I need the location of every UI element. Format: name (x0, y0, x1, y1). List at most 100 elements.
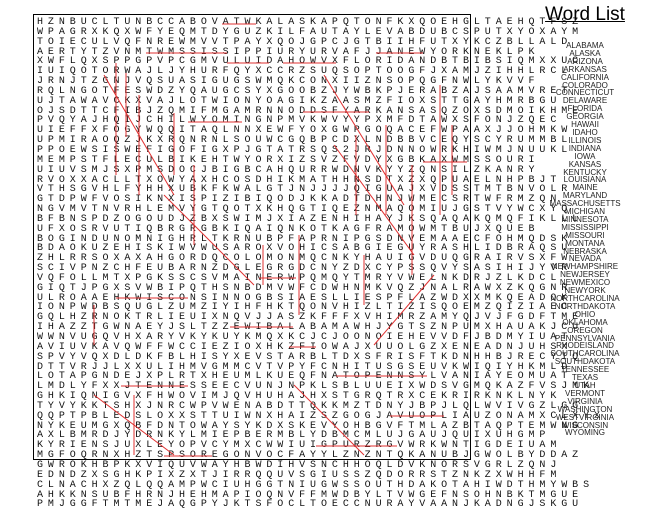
word-list-item: RHODEISLAND (556, 341, 614, 351)
found-word-mark (103, 74, 175, 196)
word-list-item: MONTANA (565, 238, 605, 248)
word-list-item: WASHINGTON (557, 404, 613, 414)
grid-row[interactable]: S P V Y V Q X D L D K F B L H I S Y X E … (37, 351, 578, 363)
word-list-title: Word List (545, 4, 625, 25)
word-list-item: CALIFORNIA (560, 72, 609, 82)
word-list-item: IDAHO (572, 127, 598, 137)
word-list-item: OREGON (567, 325, 603, 335)
grid-row[interactable]: E D N D Z X S G H K P I X Z X T J I R R … (37, 469, 556, 481)
grid-row[interactable]: L O T A P G N D E J X P L R T X H E U M … (37, 371, 567, 383)
found-word-mark (333, 144, 415, 256)
word-list-item: TENNESSEE (560, 365, 610, 375)
word-list-item: NEBRASKA (563, 246, 607, 256)
word-list-item: VERMONT (565, 388, 605, 398)
grid-row[interactable]: G W R O K H B P K X V I Q U V W A Y H B … (37, 459, 556, 471)
word-list-item: MAINE (572, 183, 598, 193)
grid-row[interactable]: U I U V S M J S X P M S D O C J B I G B … (37, 164, 534, 176)
word-list-item: MINNESOTA (561, 214, 609, 224)
word-list-item: OKLAHOMA (562, 317, 608, 327)
word-list-item: MASSACHUSETTS (549, 199, 621, 209)
word-list-item: KANSAS (568, 159, 602, 169)
grid-row[interactable]: O J S D T T C F I B J Z Q M I F M G A M … (37, 105, 578, 117)
word-list-item: SOUTHCAROLINA (550, 349, 620, 359)
word-list-item: GEORGIA (566, 112, 604, 122)
word-list-item: KENTUCKY (563, 167, 607, 177)
word-list-item: INDIANA (568, 143, 602, 153)
word-list-item: LOUISIANA (563, 175, 607, 185)
grid-row[interactable]: I H A Z Z T G W N A E Y J S L T Z Z E W … (37, 322, 578, 334)
grid-row[interactable]: S C I V P N Z C H F E U B A R N Z D G L … (37, 263, 567, 275)
puzzle-grid[interactable]: H Z N B U C L T U N B C C A B O V A T W … (33, 14, 600, 510)
letter-grid[interactable]: H Z N B U C L T U N B C C A B O V A T W … (37, 17, 600, 510)
grid-row[interactable]: H Z N B U C L T U N B C C A B O V A T W … (37, 17, 578, 28)
found-word-marks (93, 23, 467, 457)
word-list-item: TEXAS (571, 373, 599, 383)
word-list-item: WYOMING (565, 428, 605, 438)
grid-row[interactable]: I O N P W D B S Q U G L Z U M Z I Y I H … (37, 302, 567, 314)
found-word-mark (163, 194, 255, 286)
grid-row[interactable]: G Q L H Z R N O K T R L I E U I X N Q V … (37, 312, 578, 324)
grid-row[interactable]: V Q F O L L M T X P G K S S C S V M A I … (37, 272, 556, 284)
grid-row[interactable]: M E M P S T F L E C U L B I K E H T W Y … (37, 154, 534, 166)
grid-row[interactable]: A X L B M R D J Y D R N K Y L M I E P B … (37, 430, 545, 442)
word-list-item: NORTHDAKOTA (554, 301, 616, 311)
word-list-item: SOUTHDAKOTA (554, 357, 616, 367)
word-list-item: MARYLAND (562, 191, 608, 201)
word-list-item: IOWA (574, 151, 596, 161)
word-list-item: NEWJERSEY (560, 270, 610, 280)
word-list-item: OHIO (574, 309, 596, 319)
grid-row[interactable]: P V Q Y A J H Q I J C H I L W Y O M I N … (37, 115, 556, 127)
grid-row[interactable]: G I Q T J P G X S V W B I P Q T H S N B … (37, 282, 567, 294)
grid-row[interactable]: U J T A W A V C K X V A J L O T W I O N … (37, 95, 556, 107)
word-list-item: VIRGINIA (567, 396, 603, 406)
word-list-panel: Word List ALABAMA ALASKA ARIZONA ARKANSAS CA… (510, 4, 660, 437)
found-word-mark (93, 394, 175, 456)
found-word-mark (373, 274, 435, 346)
grid-row[interactable]: T O I E C U L V Q F N R E W M V V T P A … (37, 36, 567, 48)
word-list-item: ALASKA (569, 48, 601, 58)
word-list-item: ARIZONA (567, 56, 603, 66)
grid-row[interactable]: A E R T Y T Z V N M T W M S S I S S I P … (37, 46, 534, 58)
grid-row[interactable]: R V O X X A C L L T X O W Y A X H C O S … (37, 174, 556, 186)
grid-row[interactable]: V T H S G V H L F Y H H X U B K F K W A … (37, 184, 567, 196)
grid-row[interactable]: U P M I R A O Q Z J K X R Q N R N L S O … (37, 135, 567, 147)
grid-row[interactable]: W W N V U G Q V H X A R Y V K Y K U Y K … (37, 332, 567, 343)
word-list-item: DELAWARE (562, 96, 608, 106)
grid-row[interactable]: Z H L R R S O X A X A H G O R D Q C O L … (37, 253, 567, 265)
word-list-item: CONNECTICUT (555, 88, 615, 98)
grid-row[interactable]: W P A G R X K Q X W F Y E Q M T D Y G U … (37, 26, 578, 38)
word-list-item: PENNSYLVANIA (554, 333, 616, 343)
word-list-item: ALABAMA (566, 41, 604, 50)
grid-row[interactable]: P M J G G F T M T M E J A Q G P Y J K T … (37, 499, 578, 510)
word-list: ALABAMA ALASKA ARIZONA ARKANSAS CALIFORNIA CO… (510, 42, 660, 437)
word-list-item: FLORIDA (567, 104, 603, 114)
grid-row[interactable]: G H K I Q N I G V X F H W O V I M J Q V … (37, 391, 556, 403)
found-word-mark (293, 384, 365, 456)
word-list-item: UTAH (574, 380, 596, 390)
word-list-item: NEWHAMPSHIRE (551, 262, 619, 272)
grid-row[interactable]: U F X O S R V U T I Q B R G R G B K I Q … (37, 223, 534, 235)
word-list-item: MISSISSIPPI (561, 222, 609, 232)
found-word-mark (323, 74, 405, 206)
grid-row[interactable]: U I E F F X F O G Y W Q Q I T A Q L N N … (37, 125, 567, 137)
grid-row[interactable]: X W F L Q X S P P G P V P C G M V U L U … (37, 56, 578, 68)
grid-row[interactable]: N Y K E U M G X Q B F D N T O W A Y S Y … (37, 420, 578, 432)
word-list-item: MISSOURI (565, 230, 605, 240)
grid-row[interactable]: B D A O K U Z E H I S K I W V W U S A R … (37, 243, 567, 255)
word-list-item: ARKANSAS (563, 64, 607, 74)
grid-row[interactable]: D T T V R J J L X X U L I H M V G M M C … (37, 361, 567, 373)
grid-row[interactable]: B O G I N D U N O M N I G H R L T K R N … (37, 233, 567, 245)
grid-row[interactable]: G T D P W F V O S I K N X I S P I Z I B … (37, 194, 556, 206)
grid-row[interactable]: T Y V Y K K T S H X J N R C W P V W E N … (37, 400, 578, 412)
word-list-item: COLORADO (562, 80, 608, 90)
word-list-item: NEWYORK (564, 286, 606, 296)
word-list-item: NEWMEXICO (559, 278, 611, 288)
word-list-item: NORTHCAROLINA (550, 294, 620, 303)
grid-row[interactable]: L M D L Y F X X J T E N N E S S E E C V … (37, 381, 589, 393)
word-list-item: WESTVIRGINIA (555, 412, 615, 422)
word-list-item: MICHIGAN (565, 207, 605, 217)
word-list-item: ILLINOIS (568, 135, 602, 145)
grid-row[interactable]: B F B N S P D Z O G O U D J Z B X S W I … (37, 213, 578, 225)
word-list-item: NEVADA (568, 254, 602, 264)
grid-row[interactable]: N G V M V T N V R H L E M V Y G T Q O T … (37, 204, 567, 216)
